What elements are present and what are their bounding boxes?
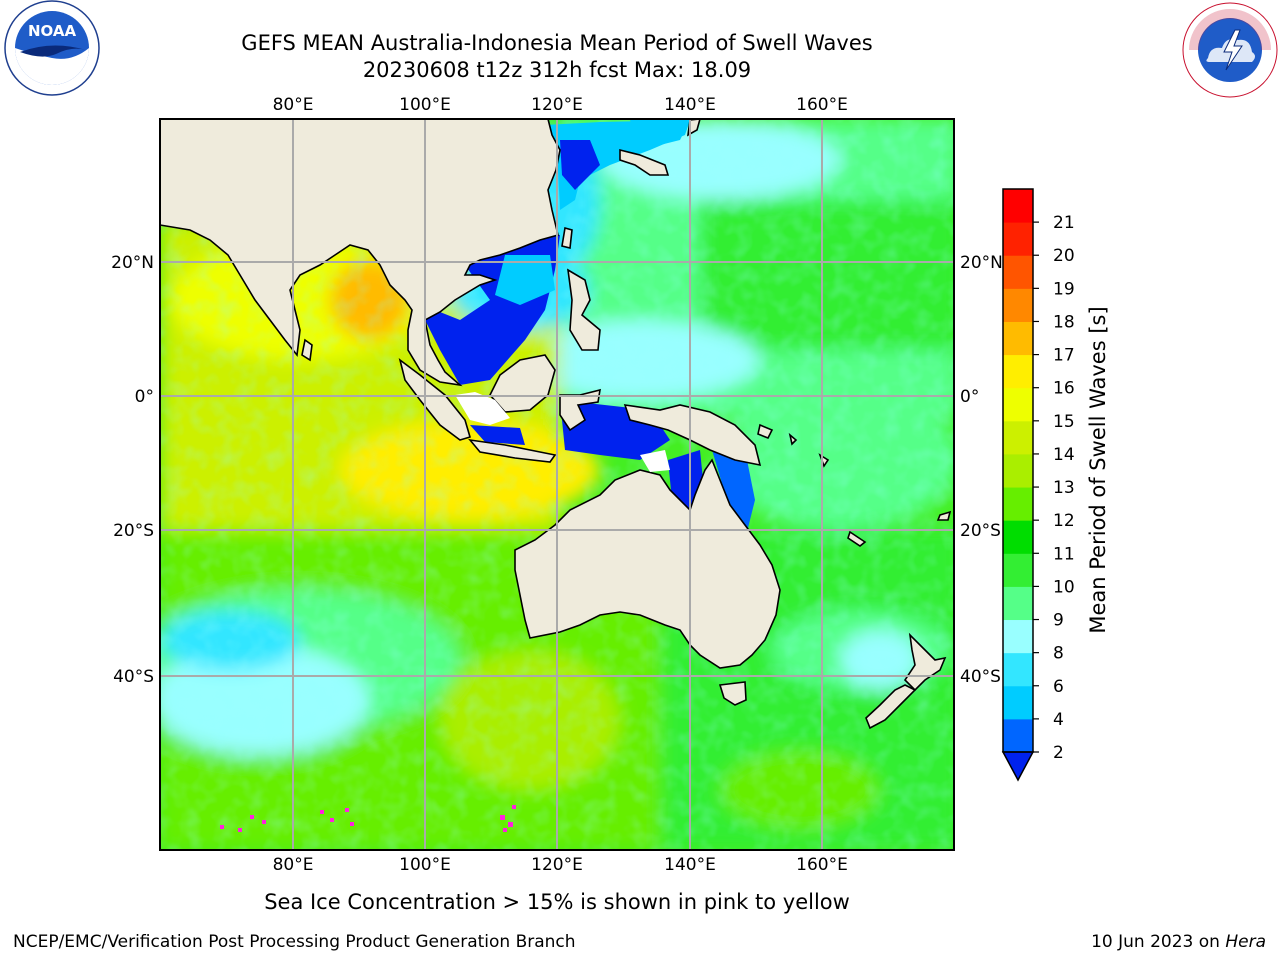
credit-line: NCEP/EMC/Verification Post Processing Pr…	[13, 932, 576, 952]
land	[160, 119, 952, 730]
svg-text:NOAA: NOAA	[28, 22, 77, 40]
lat-label-right: 40°S	[960, 667, 1001, 687]
colorbar-tick-label: 15	[1053, 412, 1075, 432]
latitude-labels-right: 20°N 0° 20°S 40°S	[960, 253, 1003, 687]
colorbar-segment	[1003, 520, 1033, 554]
colorbar-segment	[1003, 387, 1033, 422]
colorbar-segment	[1003, 321, 1033, 356]
lat-label-right: 20°S	[960, 521, 1001, 541]
colorbar-tick-label: 13	[1053, 478, 1075, 498]
date-line: 10 Jun 2023 on Hera	[1091, 932, 1266, 952]
longitude-labels-bottom: 80°E 100°E 120°E 140°E 160°E	[273, 855, 848, 875]
colorbar-tick-label: 2	[1053, 743, 1064, 763]
colorbar-tick-label: 11	[1053, 544, 1075, 564]
colorbar-segment	[1003, 718, 1033, 753]
colorbar-tick-label: 4	[1053, 710, 1064, 730]
lon-label-top: 140°E	[664, 95, 716, 115]
colorbar-tick-label: 19	[1053, 279, 1075, 299]
colorbar-segment	[1003, 420, 1033, 455]
colorbar-under-extension	[1001, 751, 1035, 782]
colorbar-tick-label: 17	[1053, 346, 1075, 366]
colorbar-segment	[1003, 222, 1033, 256]
lon-label-top: 80°E	[273, 95, 314, 115]
colorbar-segment	[1003, 255, 1033, 289]
lon-label-bottom: 160°E	[796, 855, 848, 875]
machine-name: Hera	[1225, 932, 1266, 952]
sea-ice-note: Sea Ice Concentration > 15% is shown in …	[264, 890, 850, 914]
colorbar-segment	[1003, 354, 1033, 389]
colorbar-tick-label: 21	[1053, 213, 1075, 233]
longitude-labels-top: 80°E 100°E 120°E 140°E 160°E	[273, 95, 848, 115]
lat-label-left: 20°N	[111, 253, 154, 273]
lon-label-top: 100°E	[399, 95, 451, 115]
colorbar-segment	[1003, 288, 1033, 322]
nws-logo	[1182, 2, 1278, 98]
colorbar: 2 4 6 8 9 10 11 12 13 14 15 16 17 18 19 20 21	[1001, 188, 1075, 782]
map-frame	[159, 118, 955, 851]
lon-label-bottom: 100°E	[399, 855, 451, 875]
sea-ice-specks	[220, 805, 516, 832]
lat-label-right: 20°N	[960, 253, 1003, 273]
colorbar-tick-label: 18	[1053, 312, 1075, 332]
lat-label-left: 40°S	[113, 667, 154, 687]
lon-label-bottom: 140°E	[664, 855, 716, 875]
chart-subtitle: 20230608 t12z 312h fcst Max: 18.09	[362, 58, 752, 82]
colorbar-tick-label: 12	[1053, 511, 1075, 531]
colorbar-segment	[1003, 189, 1033, 223]
colorbar-tick-label: 16	[1053, 379, 1075, 399]
colorbar-segment	[1003, 487, 1033, 521]
low-period-areas	[425, 120, 755, 528]
no-data-areas	[455, 392, 670, 472]
lat-label-left: 20°S	[113, 521, 154, 541]
colorbar-segment	[1003, 586, 1033, 621]
colorbar-tick-label: 6	[1053, 677, 1064, 697]
colorbar-segment	[1003, 453, 1033, 488]
colorbar-tick-label: 20	[1053, 246, 1075, 266]
colorbar-segment	[1003, 553, 1033, 587]
lat-label-left: 0°	[135, 387, 154, 407]
colorbar-frame	[1002, 188, 1034, 753]
noaa-logo: NOAA	[4, 0, 100, 96]
date-text: 10 Jun 2023 on	[1091, 932, 1226, 952]
colorbar-tick-label: 9	[1053, 611, 1064, 631]
graticule	[160, 119, 954, 850]
lon-label-bottom: 80°E	[273, 855, 314, 875]
colorbar-segment	[1003, 685, 1033, 720]
colorbar-title: Mean Period of Swell Waves [s]	[1086, 306, 1110, 633]
colorbar-tick-label: 14	[1053, 445, 1075, 465]
lon-label-bottom: 120°E	[531, 855, 583, 875]
lon-label-top: 160°E	[796, 95, 848, 115]
chart-title: GEFS MEAN Australia-Indonesia Mean Perio…	[241, 31, 873, 55]
latitude-labels-left: 20°N 0° 20°S 40°S	[111, 253, 154, 687]
colorbar-tick-label: 8	[1053, 644, 1064, 664]
colorbar-segment	[1003, 619, 1033, 654]
colorbar-segment	[1003, 652, 1033, 687]
lat-label-right: 0°	[960, 387, 979, 407]
colorbar-tick-label: 10	[1053, 577, 1075, 597]
map-plot-area	[160, 119, 954, 850]
lon-label-top: 120°E	[531, 95, 583, 115]
